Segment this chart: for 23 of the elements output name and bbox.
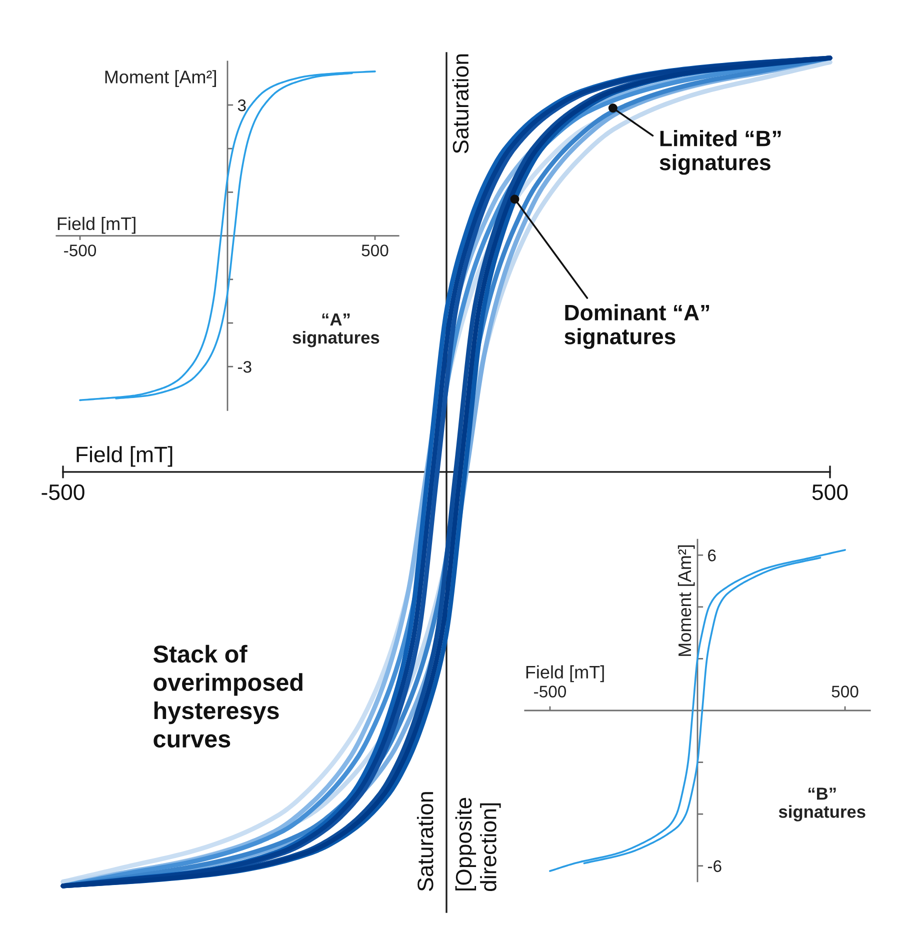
x-tick-label: 500 xyxy=(832,686,858,698)
y-tick-label: 6 xyxy=(708,550,716,562)
annotation: “B” signatures xyxy=(778,788,866,822)
x-tick-label: -500 xyxy=(534,686,566,698)
annotation: Saturation xyxy=(416,792,434,891)
annotation: Stack of overimposed hysteresys curves xyxy=(153,644,302,748)
y-axis-title: Saturation xyxy=(452,54,469,154)
x-tick-label: -500 xyxy=(42,484,84,500)
y-tick-label: -3 xyxy=(238,361,252,373)
x-tick-label: -500 xyxy=(64,244,96,256)
x-axis-title: Field [mT] xyxy=(58,216,136,234)
annotation: Dominant “A” signatures xyxy=(564,304,710,349)
annotation: Limited “B” signatures xyxy=(660,130,781,175)
x-tick-label: 500 xyxy=(812,484,848,500)
y-tick-label: -6 xyxy=(708,860,722,872)
y-axis-title: Moment [Am²] xyxy=(105,70,216,87)
x-tick-label: 500 xyxy=(362,244,388,256)
annotation: [Opposite direction] xyxy=(455,798,501,892)
x-axis-title: Field [mT] xyxy=(76,446,172,467)
annotation: “A” signatures xyxy=(292,314,380,348)
y-axis-title: Moment [Am²] xyxy=(678,545,695,656)
x-axis-title: Field [mT] xyxy=(526,665,604,682)
y-tick-label: 3 xyxy=(238,99,246,112)
